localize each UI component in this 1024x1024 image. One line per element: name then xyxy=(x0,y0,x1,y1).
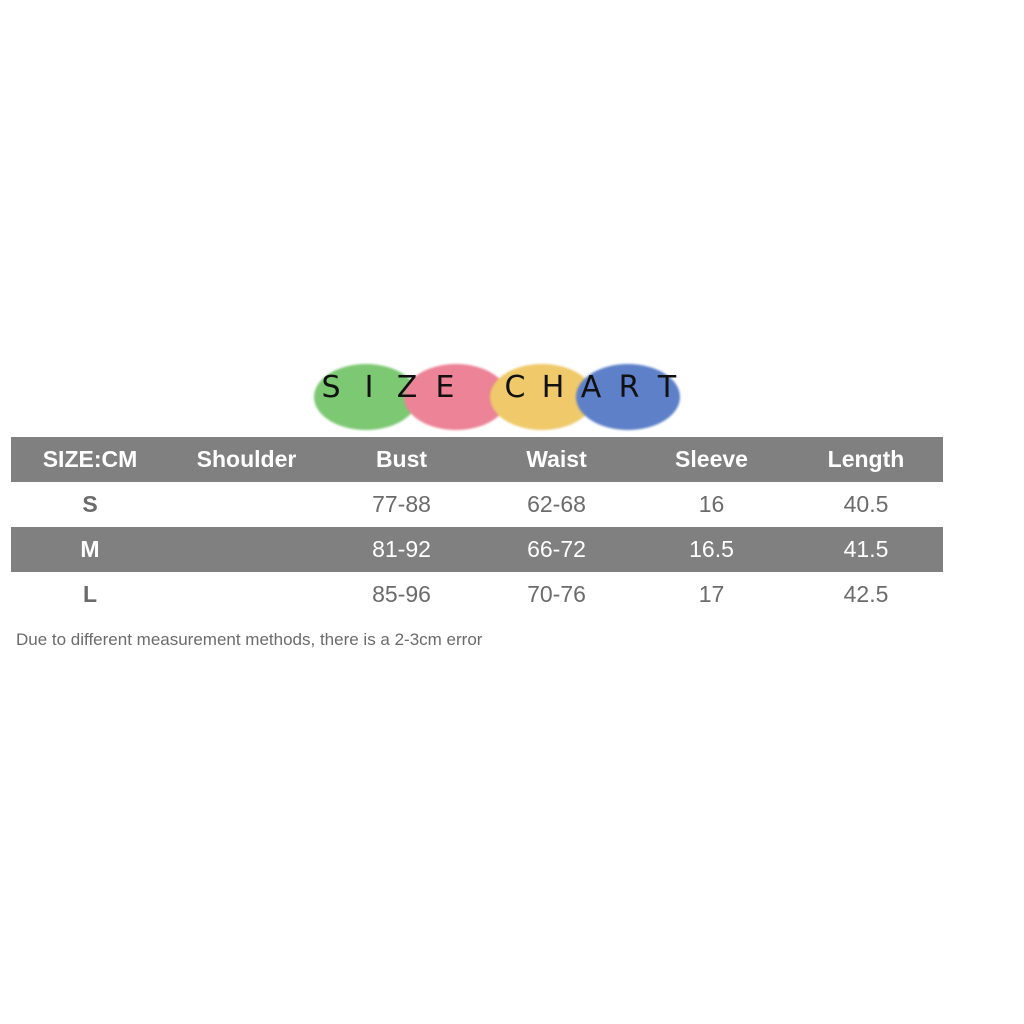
value-cell: 41.5 xyxy=(843,536,889,562)
table-row: L 85-96 70-76 17 42.5 xyxy=(11,572,943,617)
size-cell: M xyxy=(80,536,100,562)
green-circle xyxy=(314,364,418,430)
header-cell: Length xyxy=(827,446,905,472)
header-cell: Waist xyxy=(526,446,587,472)
header-cell: Bust xyxy=(375,446,428,472)
value-cell: 66-72 xyxy=(527,536,586,562)
value-cell: 16 xyxy=(698,491,725,517)
blue-circle xyxy=(576,364,680,430)
size-cell: S xyxy=(82,491,98,517)
table-row: M 81-92 66-72 16.5 41.5 xyxy=(11,527,943,572)
measurement-note: Due to different measurement methods, th… xyxy=(16,630,483,649)
value-cell: 85-96 xyxy=(372,581,431,607)
header-cell: Sleeve xyxy=(675,446,748,472)
value-cell: 70-76 xyxy=(527,581,586,607)
value-cell: 16.5 xyxy=(689,536,734,562)
header-cell: SIZE:CM xyxy=(42,446,138,472)
value-cell xyxy=(169,527,324,572)
value-cell xyxy=(169,572,324,617)
value-cell: 62-68 xyxy=(527,491,586,517)
value-cell: 42.5 xyxy=(843,581,889,607)
value-cell: 40.5 xyxy=(843,491,889,517)
table-header-row: SIZE:CM Shoulder Bust Waist Sleeve Lengt… xyxy=(11,437,943,482)
value-cell: 17 xyxy=(698,581,725,607)
table-row: S 77-88 62-68 16 40.5 xyxy=(11,482,943,527)
value-cell: 77-88 xyxy=(372,491,431,517)
value-cell: 81-92 xyxy=(372,536,431,562)
value-cell xyxy=(169,482,324,527)
size-cell: L xyxy=(82,581,98,607)
size-table: SIZE:CM Shoulder Bust Waist Sleeve Lengt… xyxy=(11,437,943,617)
header-cell: Shoulder xyxy=(196,446,297,472)
